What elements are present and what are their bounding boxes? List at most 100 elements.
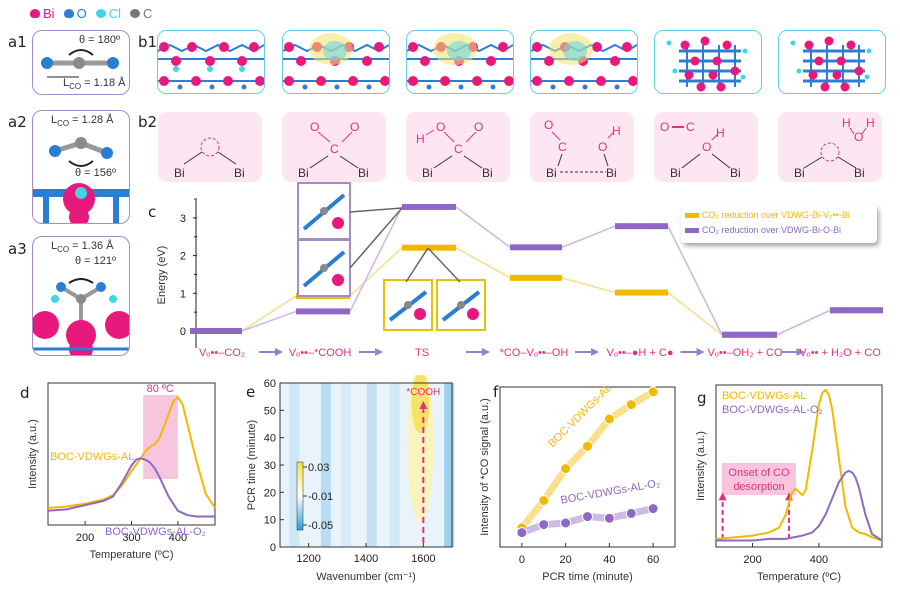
data-point: [603, 413, 615, 425]
cl-atom: [666, 40, 672, 46]
series-line: [47, 396, 216, 509]
o-atom-label: O: [598, 140, 608, 154]
bi-atom: [836, 56, 846, 66]
x-tick-label: 400: [810, 554, 828, 566]
b2-step-2: O O C Bi Bi: [282, 112, 386, 182]
cl-atom: [740, 74, 746, 80]
o-atom: [614, 84, 620, 90]
x-tick-label: 1600: [411, 553, 435, 565]
cooh-arrow-head: [419, 401, 428, 409]
bi-atom: [696, 82, 706, 92]
y-axis-label: Energy (eV): [156, 246, 168, 305]
step-arrow-head: [275, 348, 283, 356]
y-tick-label: 0: [180, 326, 186, 338]
energy-level-bar: [615, 223, 668, 230]
annotation-bg: [722, 463, 796, 495]
bi-atom: [284, 42, 294, 52]
bi-atom: [712, 56, 722, 66]
connector-line: [455, 206, 511, 248]
chart-e-heatmap: 1200 1400 1600 0 10 20 30 40 50 60 Wavenumber (cm⁻…: [246, 375, 455, 583]
co2-bent-structure-a2: [33, 137, 129, 223]
bi-atom: [159, 76, 169, 86]
colorbar-tick-label: 0.03: [308, 462, 329, 474]
bi-atom: [700, 36, 710, 46]
data-point: [560, 517, 572, 529]
y-tick-label: 50: [264, 405, 276, 417]
y-tick-label: 2: [180, 251, 186, 263]
connector-line: [455, 247, 511, 279]
panel-a3: LCO = 1.36 Å θ = 121º: [32, 236, 130, 356]
c-atom-icon: [129, 9, 140, 18]
cl-atom-icon: [95, 9, 106, 18]
legend-label: CO₂ reduction over VDWG-Bi-Vₒ••-Bi: [702, 210, 850, 220]
atom-legend-cl: Cl: [108, 6, 121, 21]
bi-atom: [498, 42, 508, 52]
x-axis-label: Wavenumber (cm⁻¹): [316, 571, 416, 583]
o-atom: [426, 84, 432, 90]
atom-legend-o: O: [76, 6, 87, 21]
cl-atom: [790, 40, 796, 46]
x-tick-label: 200: [76, 532, 94, 544]
panel-label-a3: a3: [8, 240, 27, 258]
a2-lco: LCO = 1.28 Å: [51, 114, 114, 129]
o-atom: [241, 84, 247, 90]
data-point: [625, 507, 637, 519]
energy-diagram-chart: 0 1 2 3 Energy (eV) Vₒ••–CO₂ Vₒ••–*COOH TS *CO–V…: [156, 182, 883, 359]
step-arrow-head: [796, 348, 805, 356]
panel-label-a1: a1: [8, 33, 27, 51]
step-arrow-head: [375, 348, 383, 356]
data-point: [647, 503, 659, 515]
heatmap-cooh-peak: [411, 375, 430, 433]
bi-atom: [730, 66, 740, 76]
o-bond-row: [158, 43, 264, 53]
legend-swatch-yellow: [685, 212, 699, 218]
bi-label: Bi: [358, 166, 369, 180]
y-tick-label: 1: [180, 288, 186, 300]
energy-level-bar: [510, 244, 562, 251]
series-line: [716, 469, 883, 542]
bi-atom: [255, 76, 264, 86]
series-line: [47, 457, 215, 518]
cl-atom: [672, 68, 678, 74]
colorbar-tick-label: -0.01: [308, 491, 333, 503]
y-tick-label: 60: [264, 378, 276, 390]
bi-atom: [362, 56, 372, 66]
b2-step-5: O C O H Bi Bi: [654, 112, 758, 182]
o-atom: [550, 84, 556, 90]
b2-step-4: O C O H Bi Bi: [530, 112, 634, 182]
h-atom-label: H: [716, 126, 725, 140]
structure-inset: [297, 182, 351, 240]
co2-bent-structure-a3: [33, 278, 129, 355]
charge-density-cyan: [563, 41, 587, 61]
bi-atom: [332, 217, 344, 229]
bi-atom: [284, 76, 294, 86]
y-tick-label: 3: [180, 213, 186, 225]
legend-label: CO₂ reduction over VDWG-Bi-O-Bi: [702, 225, 842, 235]
bi-atom: [846, 40, 856, 50]
heatmap-stripe: [366, 383, 377, 547]
o-atom-icon: [63, 9, 74, 18]
bi-label: Bi: [794, 166, 805, 180]
cl-atom: [207, 66, 213, 72]
connector-line: [241, 310, 297, 332]
data-point: [603, 512, 615, 524]
energy-legend: CO₂ reduction over VDWG-Bi-Vₒ••-Bi CO₂ r…: [681, 205, 877, 243]
reaction-step-label: Vₒ••–CO₂: [199, 347, 245, 359]
plot-frame: [499, 386, 676, 548]
series-label: BOC-VDWGs-AL: [722, 390, 806, 402]
series-line: [715, 388, 883, 542]
o-atom-label: O: [350, 120, 360, 134]
b1-structure-6: [778, 30, 886, 94]
bi-atom: [249, 42, 259, 52]
data-point: [560, 463, 572, 475]
connector-line: [349, 247, 403, 297]
bi-atom: [316, 76, 326, 86]
bi-atom: [504, 76, 513, 86]
pointer-arrow: [349, 207, 403, 213]
bi-atom: [223, 76, 233, 86]
y-axis-label: Intensity (a.u.): [27, 419, 39, 489]
bi-atom: [622, 42, 632, 52]
bi-atom: [722, 40, 732, 50]
connector-line: [561, 277, 616, 294]
o-atom-label: O: [544, 118, 554, 132]
